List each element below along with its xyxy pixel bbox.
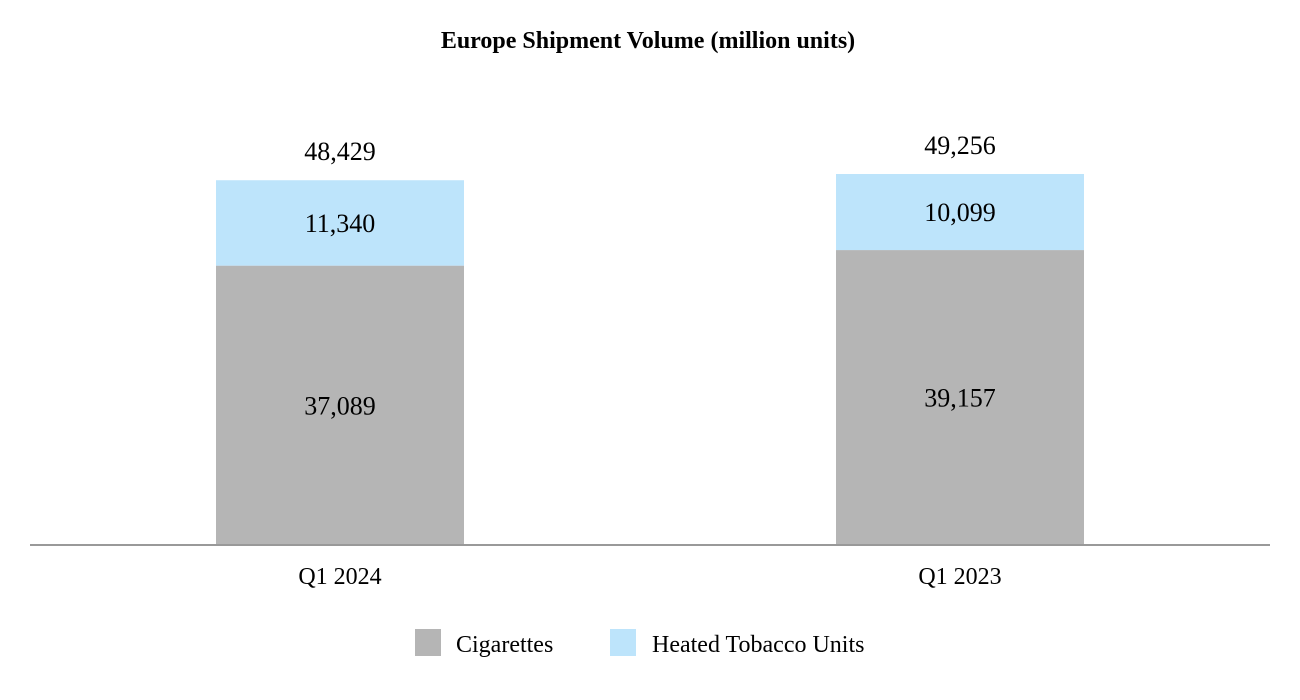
chart-title: Europe Shipment Volume (million units) [441,28,855,54]
bar-heated-tobacco-units-q1-2023 [836,174,1084,251]
value-label-cigarettes-q1-2023: 39,157 [924,384,996,413]
total-label-q1-2024: 48,429 [304,137,376,166]
total-label-q1-2023: 49,256 [924,131,996,160]
x-tick-labels: Q1 2024 Q1 2023 [298,564,1001,590]
bar-cigarettes-q1-2024 [216,265,464,545]
legend-label-heated-tobacco-units: Heated Tobacco Units [652,632,864,658]
x-tick-label: Q1 2023 [918,564,1001,590]
legend: Cigarettes Heated Tobacco Units [415,629,864,658]
bar-stack-q1-2024: 37,089 11,340 48,429 [216,137,464,545]
value-label-cigarettes-q1-2024: 37,089 [304,391,376,420]
x-tick-label: Q1 2024 [298,564,381,590]
legend-label-cigarettes: Cigarettes [456,632,553,658]
legend-swatch-heated-tobacco-units [610,629,636,656]
bar-heated-tobacco-units-q1-2024 [216,180,464,266]
bars-group: 37,089 11,340 48,429 39,157 10,099 49,256 [216,131,1084,545]
bar-stack-q1-2023: 39,157 10,099 49,256 [836,131,1084,545]
value-label-heated-tobacco-units-q1-2024: 11,340 [305,209,376,238]
legend-item-cigarettes: Cigarettes [415,629,553,658]
value-label-heated-tobacco-units-q1-2023: 10,099 [924,198,996,227]
legend-item-heated-tobacco-units: Heated Tobacco Units [610,629,864,658]
legend-swatch-cigarettes [415,629,441,656]
bar-cigarettes-q1-2023 [836,250,1084,545]
